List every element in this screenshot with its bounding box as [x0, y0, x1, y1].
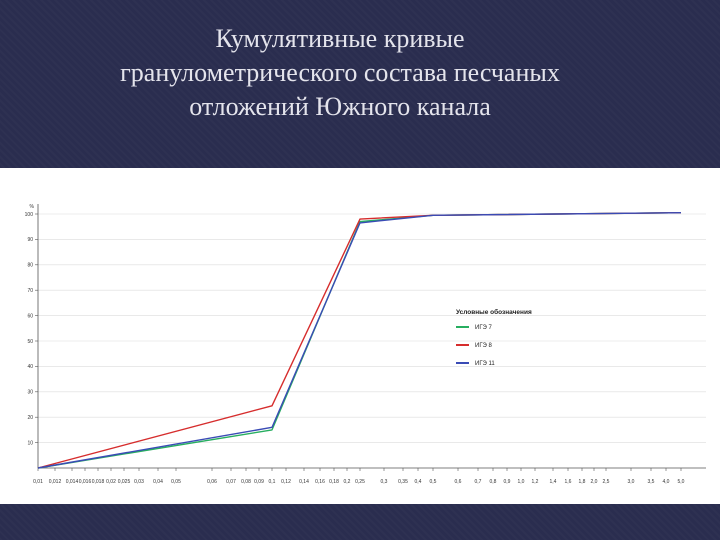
x-tick-label: 0,01	[33, 479, 43, 485]
x-tick-label: 0,8	[490, 479, 497, 485]
x-tick-label: 0,4	[415, 479, 422, 485]
y-tick-label: 10	[27, 440, 33, 446]
x-tick-label: 0,18	[329, 479, 339, 485]
legend-label: ИГЭ 7	[475, 325, 493, 331]
axes: %	[30, 204, 706, 469]
x-tick-label: 2,5	[603, 479, 610, 485]
x-tick-label: 1,2	[532, 479, 539, 485]
x-tick-label: 0,1	[269, 479, 276, 485]
x-tick-label: 3,5	[648, 479, 655, 485]
x-tick-label: 0,5	[430, 479, 437, 485]
legend: Условные обозначения ИГЭ 7 ИГЭ 8 ИГЭ 11	[456, 308, 532, 367]
y-tick-label: 90	[27, 237, 33, 243]
y-axis-label: %	[30, 204, 35, 210]
x-tick-label: 0,7	[475, 479, 482, 485]
chart-panel: % 10 20 30 40 50 60 70 80 90 100 0,01 0,012 0,014 0,…	[0, 168, 720, 504]
slide-title-line-2: гранулометрического состава песчаных	[120, 58, 560, 87]
x-tick-label: 0,3	[381, 479, 388, 485]
x-tick-label: 0,03	[134, 479, 144, 485]
x-tick-label: 1,8	[579, 479, 586, 485]
y-tick-label: 100	[25, 212, 34, 218]
x-tick-label: 0,35	[398, 479, 408, 485]
plot-grid	[38, 213, 706, 443]
slide-title-line-3: отложений Южного канала	[189, 92, 491, 121]
y-tick-label: 70	[27, 288, 33, 294]
x-tick-label: 1,4	[550, 479, 557, 485]
x-tick-label: 0,07	[226, 479, 236, 485]
slide-title-line-1: Кумулятивные кривые	[215, 24, 465, 53]
series-line	[37, 212, 682, 469]
x-tick-label: 0,04	[153, 479, 163, 485]
x-tick-label: 0,02	[106, 479, 116, 485]
series-line	[37, 212, 682, 469]
x-tick-label: 0,018	[92, 479, 105, 485]
x-tick-label: 0,9	[504, 479, 511, 485]
x-tick-label: 0,6	[455, 479, 462, 485]
legend-title: Условные обозначения	[456, 308, 532, 316]
x-tick-label: 0,06	[207, 479, 217, 485]
x-tick-label: 2,0	[591, 479, 598, 485]
slide-title: Кумулятивные кривые гранулометрического …	[60, 22, 620, 124]
y-tick-label: 50	[27, 339, 33, 345]
x-tick-label: 0,14	[299, 479, 309, 485]
x-tick-label: 0,2	[344, 479, 351, 485]
y-tick-label: 60	[27, 313, 33, 319]
x-tick-label: 0,25	[355, 479, 365, 485]
x-tick-label: 4,0	[663, 479, 670, 485]
x-tick-label: 0,025	[118, 479, 131, 485]
x-tick-label: 0,012	[49, 479, 62, 485]
x-tick-label: 5,0	[678, 479, 685, 485]
x-tick-label: 1,6	[565, 479, 572, 485]
x-tick-label: 0,016	[79, 479, 92, 485]
x-tick-label: 0,09	[254, 479, 264, 485]
y-tick-label: 30	[27, 390, 33, 396]
x-axis-ticks: 0,01 0,012 0,014 0,016 0,018 0,02 0,025 0,03 0,0…	[33, 468, 685, 485]
x-tick-label: 0,16	[315, 479, 325, 485]
y-axis-ticks: 10 20 30 40 50 60 70 80 90 100	[25, 212, 38, 446]
x-tick-label: 0,05	[171, 479, 181, 485]
x-tick-label: 1,0	[518, 479, 525, 485]
x-tick-label: 0,08	[241, 479, 251, 485]
x-tick-label: 3,0	[628, 479, 635, 485]
x-tick-label: 0,12	[281, 479, 291, 485]
x-tick-label: 0,014	[66, 479, 79, 485]
y-tick-label: 80	[27, 263, 33, 269]
y-tick-label: 20	[27, 415, 33, 421]
y-tick-label: 40	[27, 364, 33, 370]
legend-label: ИГЭ 11	[475, 361, 495, 367]
series-lines	[37, 212, 682, 469]
series-line	[37, 212, 682, 469]
legend-label: ИГЭ 8	[475, 343, 493, 349]
